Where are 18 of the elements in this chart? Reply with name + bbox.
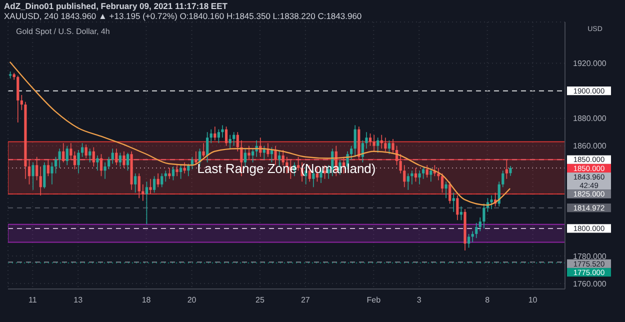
x-tick-label: 11: [28, 296, 38, 305]
y-tick-label: 1920.000: [573, 59, 607, 68]
chart-title: AdZ_Dino01 published, February 09, 2021 11:17:18 EET: [4, 1, 228, 11]
x-tick-label: Feb: [366, 296, 382, 305]
x-tick-label: 10: [528, 296, 538, 305]
y-tick-label: 1880.000: [573, 114, 607, 124]
y-tick-label: 1860.000: [573, 142, 607, 151]
annotation: Gold Spot / U.S. Dollar, 4h: [16, 27, 110, 36]
y-tick-label: 1780.000: [573, 252, 607, 261]
x-tick-label: 18: [142, 296, 152, 305]
x-tick-label: 3: [416, 296, 422, 305]
y-tick-label: 1760.000: [573, 279, 607, 288]
chart-subtitle: XAUUSD, 240 1843.960 ▲ +13.195 (+0.72%) O:1840.160 H:1845.350 L:1838.220 C:1843.960: [4, 11, 362, 21]
x-tick-label: 20: [187, 296, 197, 305]
x-tick-label: 13: [74, 296, 84, 305]
x-tick-label: 25: [256, 296, 265, 305]
x-tick-label: 8: [485, 296, 490, 305]
x-tick-label: 27: [300, 296, 310, 305]
